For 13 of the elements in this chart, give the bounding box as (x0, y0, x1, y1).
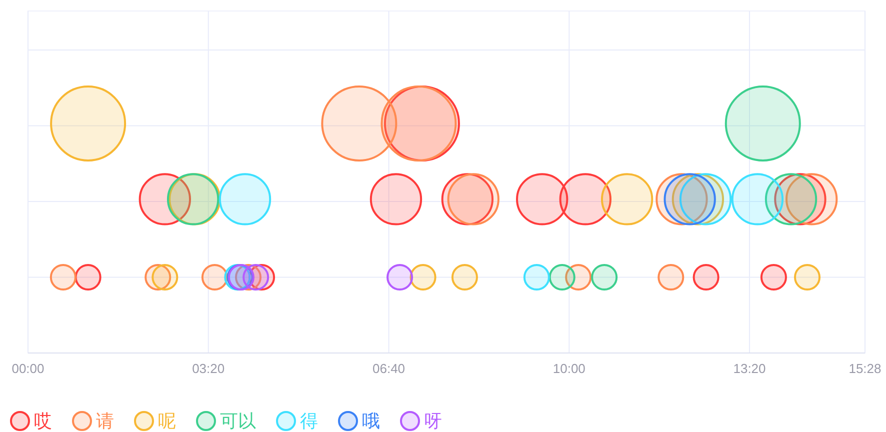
x-tick-label: 06:40 (372, 361, 406, 376)
x-tick-label: 00:00 (12, 361, 44, 376)
x-tick-label: 15:28 (848, 361, 882, 376)
legend-label: 哎 (34, 411, 52, 431)
legend-label: 请 (96, 411, 114, 431)
x-tick-label: 13:20 (733, 361, 766, 376)
legend-label: 呢 (158, 411, 176, 431)
legend-label: 呀 (424, 411, 442, 431)
x-tick-label: 03:20 (192, 361, 225, 376)
legend-label: 哦 (362, 411, 380, 431)
legend-label: 可以 (220, 411, 256, 431)
legend-label: 得 (300, 411, 318, 431)
x-tick-label: 10:00 (552, 361, 586, 376)
